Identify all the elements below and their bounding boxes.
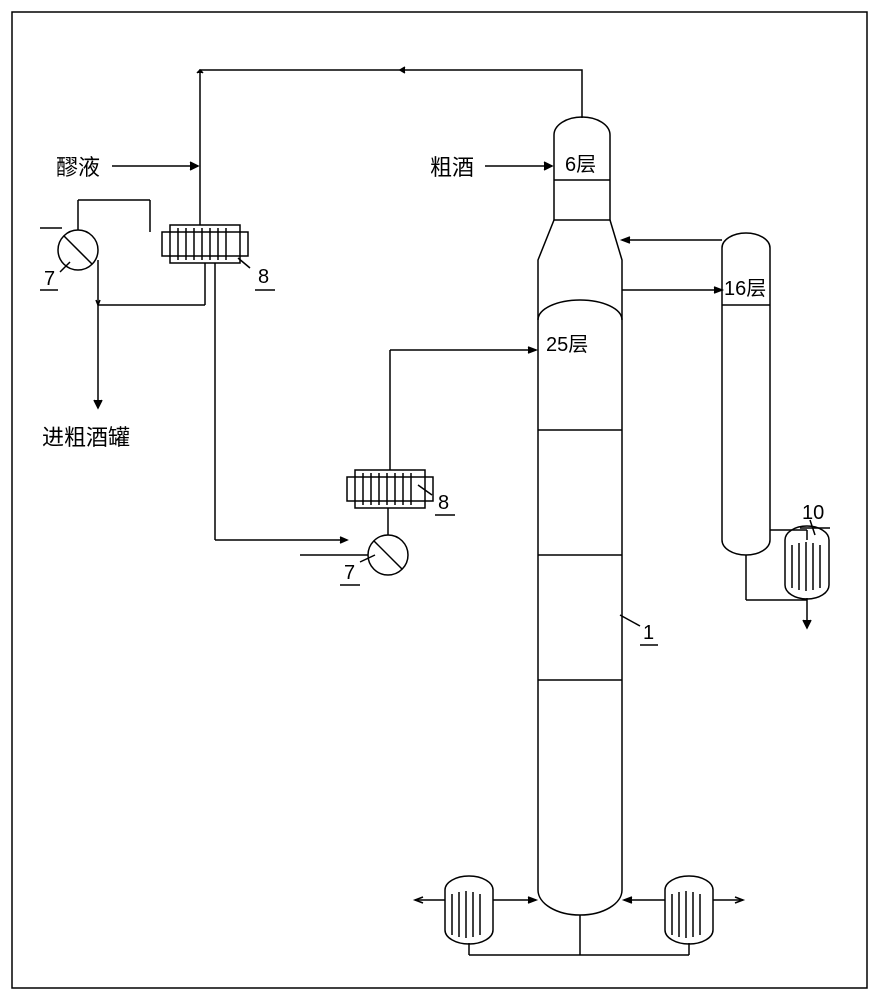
cooler-7-left — [58, 230, 98, 270]
pipe-top — [200, 70, 582, 225]
label-ref-8-left: 8 — [258, 266, 269, 289]
label-layer-16: 16层 — [724, 272, 766, 301]
label-ref-10: 10 — [802, 502, 824, 525]
label-layer-6: 6层 — [565, 148, 596, 177]
diagram-canvas: 醪液 进粗酒罐 粗酒 6层 16层 25层 7 7 8 8 1 10 — [0, 0, 879, 1000]
label-ref-8-right: 8 — [438, 492, 449, 515]
leader-1 — [620, 615, 640, 626]
reboiler-left — [445, 876, 493, 944]
label-layer-25: 25层 — [546, 328, 588, 357]
label-ref-7-right: 7 — [344, 562, 355, 585]
label-crude-wine: 粗酒 — [430, 150, 474, 182]
heat-exchanger-8-right — [347, 470, 433, 508]
label-ref-7-left: 7 — [44, 268, 55, 291]
reboiler-right — [665, 876, 713, 944]
label-to-crude-tank: 进粗酒罐 — [42, 420, 130, 452]
heat-exchanger-8-left — [162, 225, 248, 263]
main-column-body — [538, 220, 622, 915]
label-ref-1: 1 — [643, 622, 654, 645]
label-feed-liquid: 醪液 — [56, 150, 100, 182]
